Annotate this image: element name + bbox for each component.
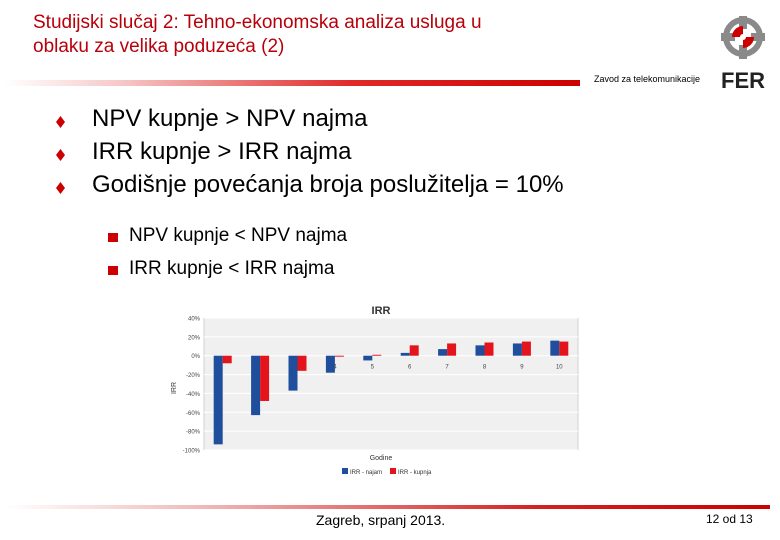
chart-x-tick-label: 5 [371, 365, 375, 371]
slide-title-line2: oblaku za velika poduzeća (2) [33, 36, 285, 57]
department-label: Zavod za telekomunikacije [594, 74, 701, 84]
chart-x-tick-label: 8 [483, 365, 487, 371]
chart-bar [372, 354, 382, 356]
bullet-text: NPV kupnje > NPV najma [92, 105, 368, 132]
chart-legend-label: IRR - kupnja [398, 470, 432, 476]
bullet-item: NPV kupnje > NPV najma [56, 104, 564, 137]
chart-y-tick-label: -60% [186, 411, 201, 417]
footer-location-date: Zagreb, srpanj 2013. [316, 512, 446, 528]
fer-logo: FER [718, 15, 768, 94]
diamond-bullet-icon [56, 116, 65, 128]
chart-bar [363, 355, 373, 361]
page-number: 12 od 13 [706, 512, 753, 526]
chart-y-tick-label: 40% [188, 317, 201, 323]
chart-x-tick-label: 10 [556, 365, 563, 371]
chart-y-tick-label: -80% [186, 430, 201, 436]
chart-bar [438, 349, 448, 356]
sub-bullet-text: IRR kupnje < IRR najma [129, 258, 335, 279]
chart-x-tick-label: 6 [408, 365, 412, 371]
chart-legend-label: IRR - najam [350, 470, 382, 476]
chart-bar [222, 355, 232, 364]
footer-divider [5, 505, 770, 509]
fer-logo-text: FER [721, 68, 765, 93]
bullet-item: Godišnje povećanja broja poslužitelja = … [56, 170, 564, 203]
chart-y-tick-label: -100% [183, 449, 201, 455]
sub-bullet-list: NPV kupnje < NPV najma IRR kupnje < IRR … [105, 224, 347, 290]
chart-bar [213, 355, 223, 445]
chart-bar [251, 355, 261, 416]
chart-bar [325, 355, 335, 373]
square-bullet-icon [108, 233, 118, 242]
chart-bar [334, 355, 344, 357]
chart-bar [447, 343, 457, 356]
chart-bar [512, 343, 522, 356]
slide-title-line1: Studijski slučaj 2: Tehno-ekonomska anal… [33, 12, 482, 33]
chart-legend-swatch [390, 468, 396, 474]
title-divider [5, 80, 580, 86]
fer-logo-icon: FER [721, 15, 765, 93]
chart-y-axis-label: IRR [171, 382, 178, 394]
bullet-item: IRR kupnje > IRR najma [56, 137, 564, 170]
bullet-list: NPV kupnje > NPV najma IRR kupnje > IRR … [56, 104, 564, 203]
sub-bullet-text: NPV kupnje < NPV najma [129, 225, 348, 246]
bullet-text: IRR kupnje > IRR najma [92, 138, 352, 165]
chart-x-tick-label: 4 [333, 365, 337, 371]
diamond-bullet-icon [56, 149, 65, 161]
chart-x-tick-label: 9 [520, 365, 524, 371]
chart-title: IRR [372, 305, 391, 317]
chart-y-tick-label: 20% [188, 335, 201, 341]
chart-x-axis-label: Godine [370, 455, 393, 462]
chart-bar [260, 355, 270, 401]
chart-y-tick-label: -20% [186, 373, 201, 379]
chart-y-tick-label: 0% [191, 354, 200, 360]
chart-bar [297, 355, 307, 371]
bullet-text: Godišnje povećanja broja poslužitelja = … [92, 171, 564, 198]
chart-bar [288, 355, 298, 391]
chart-bar [484, 342, 494, 356]
irr-chart-svg: IRR IRR Godine 40% 20% 0% -20% -40% -60% -80% -… [171, 305, 579, 476]
square-bullet-icon [108, 266, 118, 275]
sub-bullet-item: NPV kupnje < NPV najma [105, 224, 347, 257]
chart-bar [475, 345, 485, 356]
chart-x-tick-label: 7 [445, 365, 449, 371]
irr-chart: IRR IRR Godine 40% 20% 0% -20% -40% -60% -80% -… [164, 296, 582, 484]
chart-bar [409, 345, 419, 356]
sub-bullet-item: IRR kupnje < IRR najma [105, 257, 347, 290]
chart-bar [400, 352, 410, 356]
chart-bar [521, 341, 531, 356]
chart-legend-swatch [342, 468, 348, 474]
chart-bar [550, 340, 560, 356]
chart-bar [559, 341, 569, 356]
diamond-bullet-icon [56, 182, 65, 194]
chart-y-tick-label: -40% [186, 392, 201, 398]
slide-title: Studijski slučaj 2: Tehno-ekonomska anal… [33, 11, 633, 59]
